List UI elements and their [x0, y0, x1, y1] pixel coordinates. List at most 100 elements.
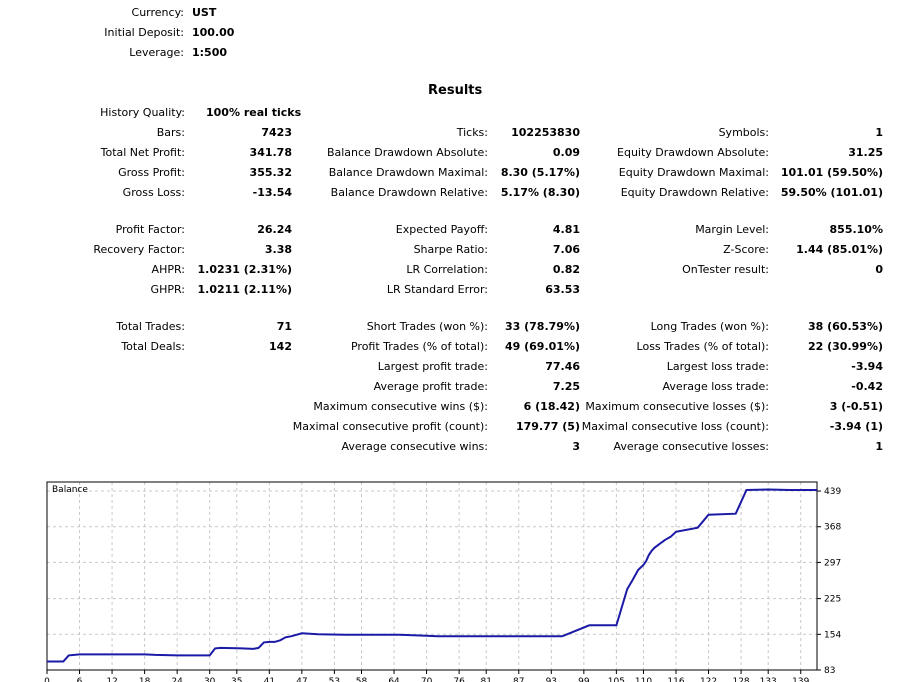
- stat-label: Largest profit trade:: [377, 360, 488, 373]
- x-tick-label: 70: [421, 677, 433, 682]
- stat-label: Equity Drawdown Absolute:: [617, 146, 769, 159]
- stat-label: Gross Profit:: [118, 166, 185, 179]
- x-tick-label: 53: [329, 677, 340, 682]
- stat-value: -0.42: [851, 380, 883, 393]
- stat-value: 100% real ticks: [206, 106, 302, 119]
- stat-value: 7.25: [552, 380, 580, 393]
- stat-label: Equity Drawdown Maximal:: [618, 166, 769, 179]
- x-tick-label: 12: [106, 677, 117, 682]
- x-tick-label: 41: [264, 677, 275, 682]
- stat-value: 33 (78.79%): [504, 320, 580, 333]
- stat-label: Gross Loss:: [122, 186, 185, 199]
- x-tick-label: 64: [388, 677, 400, 682]
- y-tick-label: 154: [824, 630, 841, 640]
- stat-label: OnTester result:: [682, 263, 769, 276]
- stat-label: Symbols:: [718, 126, 769, 139]
- balance-line: [47, 488, 817, 663]
- stat-label: Maximum consecutive losses ($):: [585, 400, 769, 413]
- stat-value: 31.25: [848, 146, 883, 159]
- stat-label: Short Trades (won %):: [366, 320, 488, 333]
- stat-value: 142: [269, 340, 292, 353]
- stat-label: Z-Score:: [723, 243, 769, 256]
- x-tick-label: 122: [700, 677, 717, 682]
- stat-label: Profit Factor:: [115, 223, 185, 236]
- x-tick-label: 35: [231, 677, 242, 682]
- x-tick-label: 58: [356, 677, 368, 682]
- y-tick-label: 439: [824, 487, 841, 497]
- x-tick-label: 110: [635, 677, 652, 682]
- stat-value: 101.01 (59.50%): [780, 166, 883, 179]
- stat-value: 102253830: [511, 126, 580, 139]
- stat-label: Expected Payoff:: [395, 223, 488, 236]
- stat-label: Total Deals:: [121, 340, 185, 353]
- chart-ticks: 0 6 12 18 24 30 35 41 47 53 58 64 70 76 81 87 93 99 105 110…: [44, 487, 841, 682]
- x-tick-label: 87: [513, 677, 524, 682]
- stat-value: 3 (-0.51): [829, 400, 883, 413]
- leverage-label: Leverage:: [129, 46, 184, 59]
- stat-label: Sharpe Ratio:: [413, 243, 488, 256]
- x-tick-label: 128: [732, 677, 749, 682]
- stat-value: 38 (60.53%): [807, 320, 883, 333]
- stat-label: Average loss trade:: [662, 380, 769, 393]
- stat-value: 179.77 (5): [516, 420, 580, 433]
- stat-label: Balance Drawdown Absolute:: [326, 146, 488, 159]
- stat-label: Maximal consecutive loss (count):: [581, 420, 769, 433]
- stat-value: -13.54: [252, 186, 292, 199]
- stat-label: Average profit trade:: [373, 380, 488, 393]
- stat-value: 59.50% (101.01): [780, 186, 883, 199]
- chart-title: Balance: [52, 485, 88, 495]
- y-tick-label: 225: [824, 595, 841, 605]
- stat-value: 49 (69.01%): [504, 340, 580, 353]
- stat-label: Balance Drawdown Relative:: [330, 186, 488, 199]
- x-tick-label: 6: [77, 677, 83, 682]
- stat-value: 71: [276, 320, 292, 333]
- stat-value: 22 (30.99%): [807, 340, 883, 353]
- stat-label: Loss Trades (% of total):: [636, 340, 769, 353]
- stat-value: 7.06: [552, 243, 580, 256]
- stat-label: Average consecutive losses:: [613, 440, 769, 453]
- results-title: Results: [428, 83, 483, 98]
- stat-label: Average consecutive wins:: [341, 440, 488, 453]
- stat-label: Total Trades:: [116, 320, 185, 333]
- x-tick-label: 76: [453, 677, 465, 682]
- stat-label: Recovery Factor:: [93, 243, 185, 256]
- x-tick-label: 139: [792, 677, 809, 682]
- x-tick-label: 18: [139, 677, 151, 682]
- stat-value: 341.78: [249, 146, 292, 159]
- stat-value: 7423: [261, 126, 292, 139]
- x-tick-label: 133: [760, 677, 777, 682]
- stat-value: 1: [875, 126, 883, 139]
- y-tick-label: 368: [824, 523, 841, 533]
- x-tick-label: 24: [171, 677, 183, 682]
- x-tick-label: 105: [608, 677, 625, 682]
- stat-value: -3.94: [851, 360, 883, 373]
- stat-value: 5.17% (8.30): [500, 186, 580, 199]
- x-tick-label: 0: [44, 677, 50, 682]
- stat-value: 1.44 (85.01%): [796, 243, 883, 256]
- stat-value: 0: [875, 263, 883, 276]
- stat-value: 8.30 (5.17%): [500, 166, 580, 179]
- stat-label: Long Trades (won %):: [650, 320, 769, 333]
- currency-label: Currency:: [131, 6, 184, 19]
- y-tick-label: 83: [824, 666, 835, 676]
- stat-value: 355.32: [249, 166, 292, 179]
- stat-label: Equity Drawdown Relative:: [620, 186, 769, 199]
- stat-value: 1.0231 (2.31%): [197, 263, 293, 276]
- stat-value: 3.38: [264, 243, 292, 256]
- stat-value: 77.46: [545, 360, 580, 373]
- stat-value: 1: [875, 440, 883, 453]
- stat-value: 0.82: [552, 263, 580, 276]
- x-tick-label: 30: [204, 677, 216, 682]
- stat-label: GHPR:: [150, 283, 185, 296]
- stat-label: History Quality:: [100, 106, 185, 119]
- stat-label: LR Standard Error:: [386, 283, 488, 296]
- stat-value: 1.0211 (2.11%): [197, 283, 293, 296]
- chart-frame: [46, 481, 818, 671]
- balance-chart: Balance 0 6 12 18 24 30 35 41 47 53 58 64 70 76 81 87 93…: [44, 481, 841, 682]
- stat-label: Bars:: [156, 126, 185, 139]
- stat-label: Largest loss trade:: [666, 360, 769, 373]
- x-tick-label: 99: [578, 677, 590, 682]
- stat-value: -3.94 (1): [829, 420, 883, 433]
- leverage-value: 1:500: [192, 46, 228, 59]
- chart-grid: [47, 482, 817, 671]
